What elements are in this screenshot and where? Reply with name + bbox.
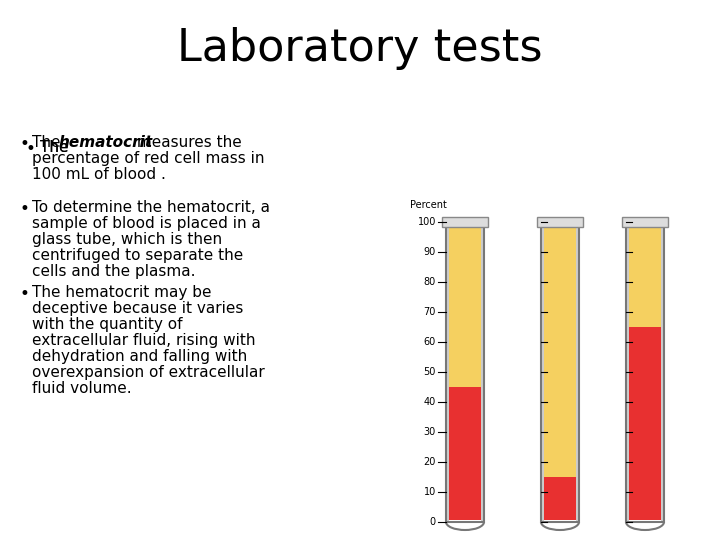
Text: extracellular fluid, rising with: extracellular fluid, rising with bbox=[32, 333, 256, 348]
Bar bbox=[537, 217, 583, 227]
Text: To determine the hematocrit, a: To determine the hematocrit, a bbox=[32, 200, 270, 215]
Text: 40: 40 bbox=[424, 397, 436, 407]
Text: The hematocrit may be: The hematocrit may be bbox=[32, 285, 212, 300]
Bar bbox=[481, 222, 484, 522]
Text: percentage of red cell mass in: percentage of red cell mass in bbox=[32, 151, 264, 166]
Text: centrifuged to separate the: centrifuged to separate the bbox=[32, 248, 243, 263]
Bar bbox=[446, 222, 484, 522]
Text: overexpansion of extracellular: overexpansion of extracellular bbox=[32, 365, 265, 380]
Text: hematocrit: hematocrit bbox=[59, 135, 153, 150]
Text: The: The bbox=[40, 140, 73, 155]
Bar bbox=[661, 222, 664, 522]
Text: 50: 50 bbox=[423, 367, 436, 377]
Text: •: • bbox=[20, 200, 30, 218]
Text: 80: 80 bbox=[424, 277, 436, 287]
Text: with the quantity of: with the quantity of bbox=[32, 317, 182, 332]
Bar bbox=[543, 224, 577, 477]
Bar bbox=[628, 224, 662, 327]
Text: 70: 70 bbox=[423, 307, 436, 317]
Text: measures the: measures the bbox=[132, 135, 242, 150]
Bar bbox=[541, 222, 579, 522]
Bar bbox=[626, 222, 664, 522]
Text: •: • bbox=[25, 140, 35, 158]
Text: 0: 0 bbox=[430, 517, 436, 527]
Bar bbox=[628, 327, 662, 520]
Bar bbox=[446, 222, 449, 522]
Text: 10: 10 bbox=[424, 487, 436, 497]
Bar bbox=[541, 222, 544, 522]
Bar bbox=[576, 222, 579, 522]
Text: 60: 60 bbox=[424, 337, 436, 347]
Text: Percent: Percent bbox=[410, 200, 446, 210]
Bar bbox=[442, 217, 488, 227]
Text: deceptive because it varies: deceptive because it varies bbox=[32, 301, 243, 316]
Bar bbox=[448, 387, 482, 520]
Text: •: • bbox=[20, 285, 30, 303]
Bar bbox=[626, 222, 664, 522]
Bar bbox=[541, 222, 579, 522]
Bar bbox=[626, 222, 629, 522]
Text: 100: 100 bbox=[418, 217, 436, 227]
Text: cells and the plasma.: cells and the plasma. bbox=[32, 264, 196, 279]
Text: fluid volume.: fluid volume. bbox=[32, 381, 132, 396]
Text: glass tube, which is then: glass tube, which is then bbox=[32, 232, 222, 247]
Bar bbox=[448, 224, 482, 387]
Text: The: The bbox=[32, 135, 66, 150]
Bar bbox=[446, 222, 484, 522]
Bar bbox=[622, 217, 668, 227]
Bar bbox=[543, 477, 577, 520]
Text: 90: 90 bbox=[424, 247, 436, 257]
Text: The: The bbox=[40, 140, 73, 155]
Text: 30: 30 bbox=[424, 427, 436, 437]
Text: 100 mL of blood .: 100 mL of blood . bbox=[32, 167, 166, 182]
Text: dehydration and falling with: dehydration and falling with bbox=[32, 349, 247, 364]
Text: Laboratory tests: Laboratory tests bbox=[177, 27, 543, 70]
Text: •: • bbox=[20, 135, 30, 153]
Text: 20: 20 bbox=[423, 457, 436, 467]
Text: sample of blood is placed in a: sample of blood is placed in a bbox=[32, 216, 261, 231]
